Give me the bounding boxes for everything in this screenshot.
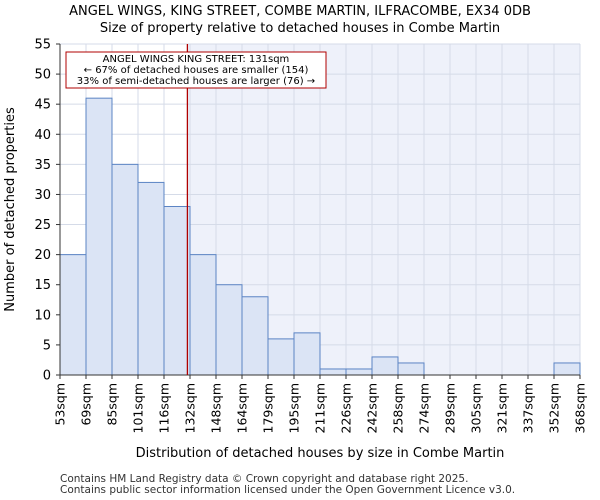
x-tick-label: 211sqm [313,383,328,433]
y-tick-label: 5 [43,338,51,353]
x-tick-label: 164sqm [235,383,250,433]
histogram-bar [345,368,373,376]
histogram-bar [319,368,347,376]
y-tick-label: 20 [34,248,51,263]
chart-title-line2: Size of property relative to detached ho… [99,21,501,36]
y-tick-label: 50 [34,68,51,83]
histogram-bar [215,284,243,376]
histogram-bar [553,362,581,376]
y-axis-title: Number of detached properties [3,107,18,312]
x-tick-label: 69sqm [79,383,94,426]
y-tick-label: 45 [34,98,51,113]
x-tick-label: 179sqm [261,383,276,433]
x-tick-label: 116sqm [157,383,172,433]
annotation-line3: 33% of semi-detached houses are larger (… [77,76,315,87]
x-tick-label: 132sqm [183,383,198,433]
x-tick-label: 101sqm [131,383,146,433]
x-axis-title: Distribution of detached houses by size … [136,446,505,461]
annotation-line2: ← 67% of detached houses are smaller (15… [84,65,309,76]
x-tick-label: 53sqm [53,383,68,426]
y-tick-label: 15 [34,278,51,293]
y-tick-label: 40 [34,128,51,143]
histogram-bar [59,254,87,376]
histogram-bar [85,97,113,376]
y-tick-label: 0 [43,369,51,384]
x-tick-label: 226sqm [339,383,354,433]
x-tick-label: 195sqm [287,383,302,433]
histogram-bar [397,362,425,376]
footer-licence: Contains public sector information licen… [60,484,516,496]
x-tick-label: 368sqm [573,383,588,433]
annotation-box [65,51,327,89]
histogram-bar [293,332,321,376]
x-tick-label: 85sqm [105,383,120,426]
histogram-bar [267,338,295,376]
x-tick-label: 148sqm [209,383,224,433]
histogram-bar [111,163,139,376]
histogram-bar [189,254,217,376]
y-tick-label: 25 [34,218,51,233]
y-tick-label: 55 [34,38,51,53]
chart-title-line1: ANGEL WINGS, KING STREET, COMBE MARTIN, … [69,4,531,19]
histogram-bar [137,181,165,376]
footer-copyright: Contains HM Land Registry data © Crown c… [60,473,469,485]
x-tick-label: 274sqm [417,383,432,433]
x-tick-label: 258sqm [391,383,406,433]
annotation-line1: ANGEL WINGS KING STREET: 131sqm [103,54,290,65]
histogram-bar [371,356,399,376]
x-tick-label: 305sqm [469,383,484,433]
histogram-bar [163,205,191,376]
x-tick-label: 242sqm [365,383,380,433]
x-tick-label: 337sqm [521,383,536,433]
x-tick-label: 352sqm [547,383,562,433]
x-tick-label: 321sqm [495,383,510,433]
y-tick-label: 30 [34,188,51,203]
x-tick-label: 289sqm [443,383,458,433]
y-tick-label: 10 [34,308,51,323]
histogram-bar [241,296,269,376]
y-tick-label: 35 [34,158,51,173]
